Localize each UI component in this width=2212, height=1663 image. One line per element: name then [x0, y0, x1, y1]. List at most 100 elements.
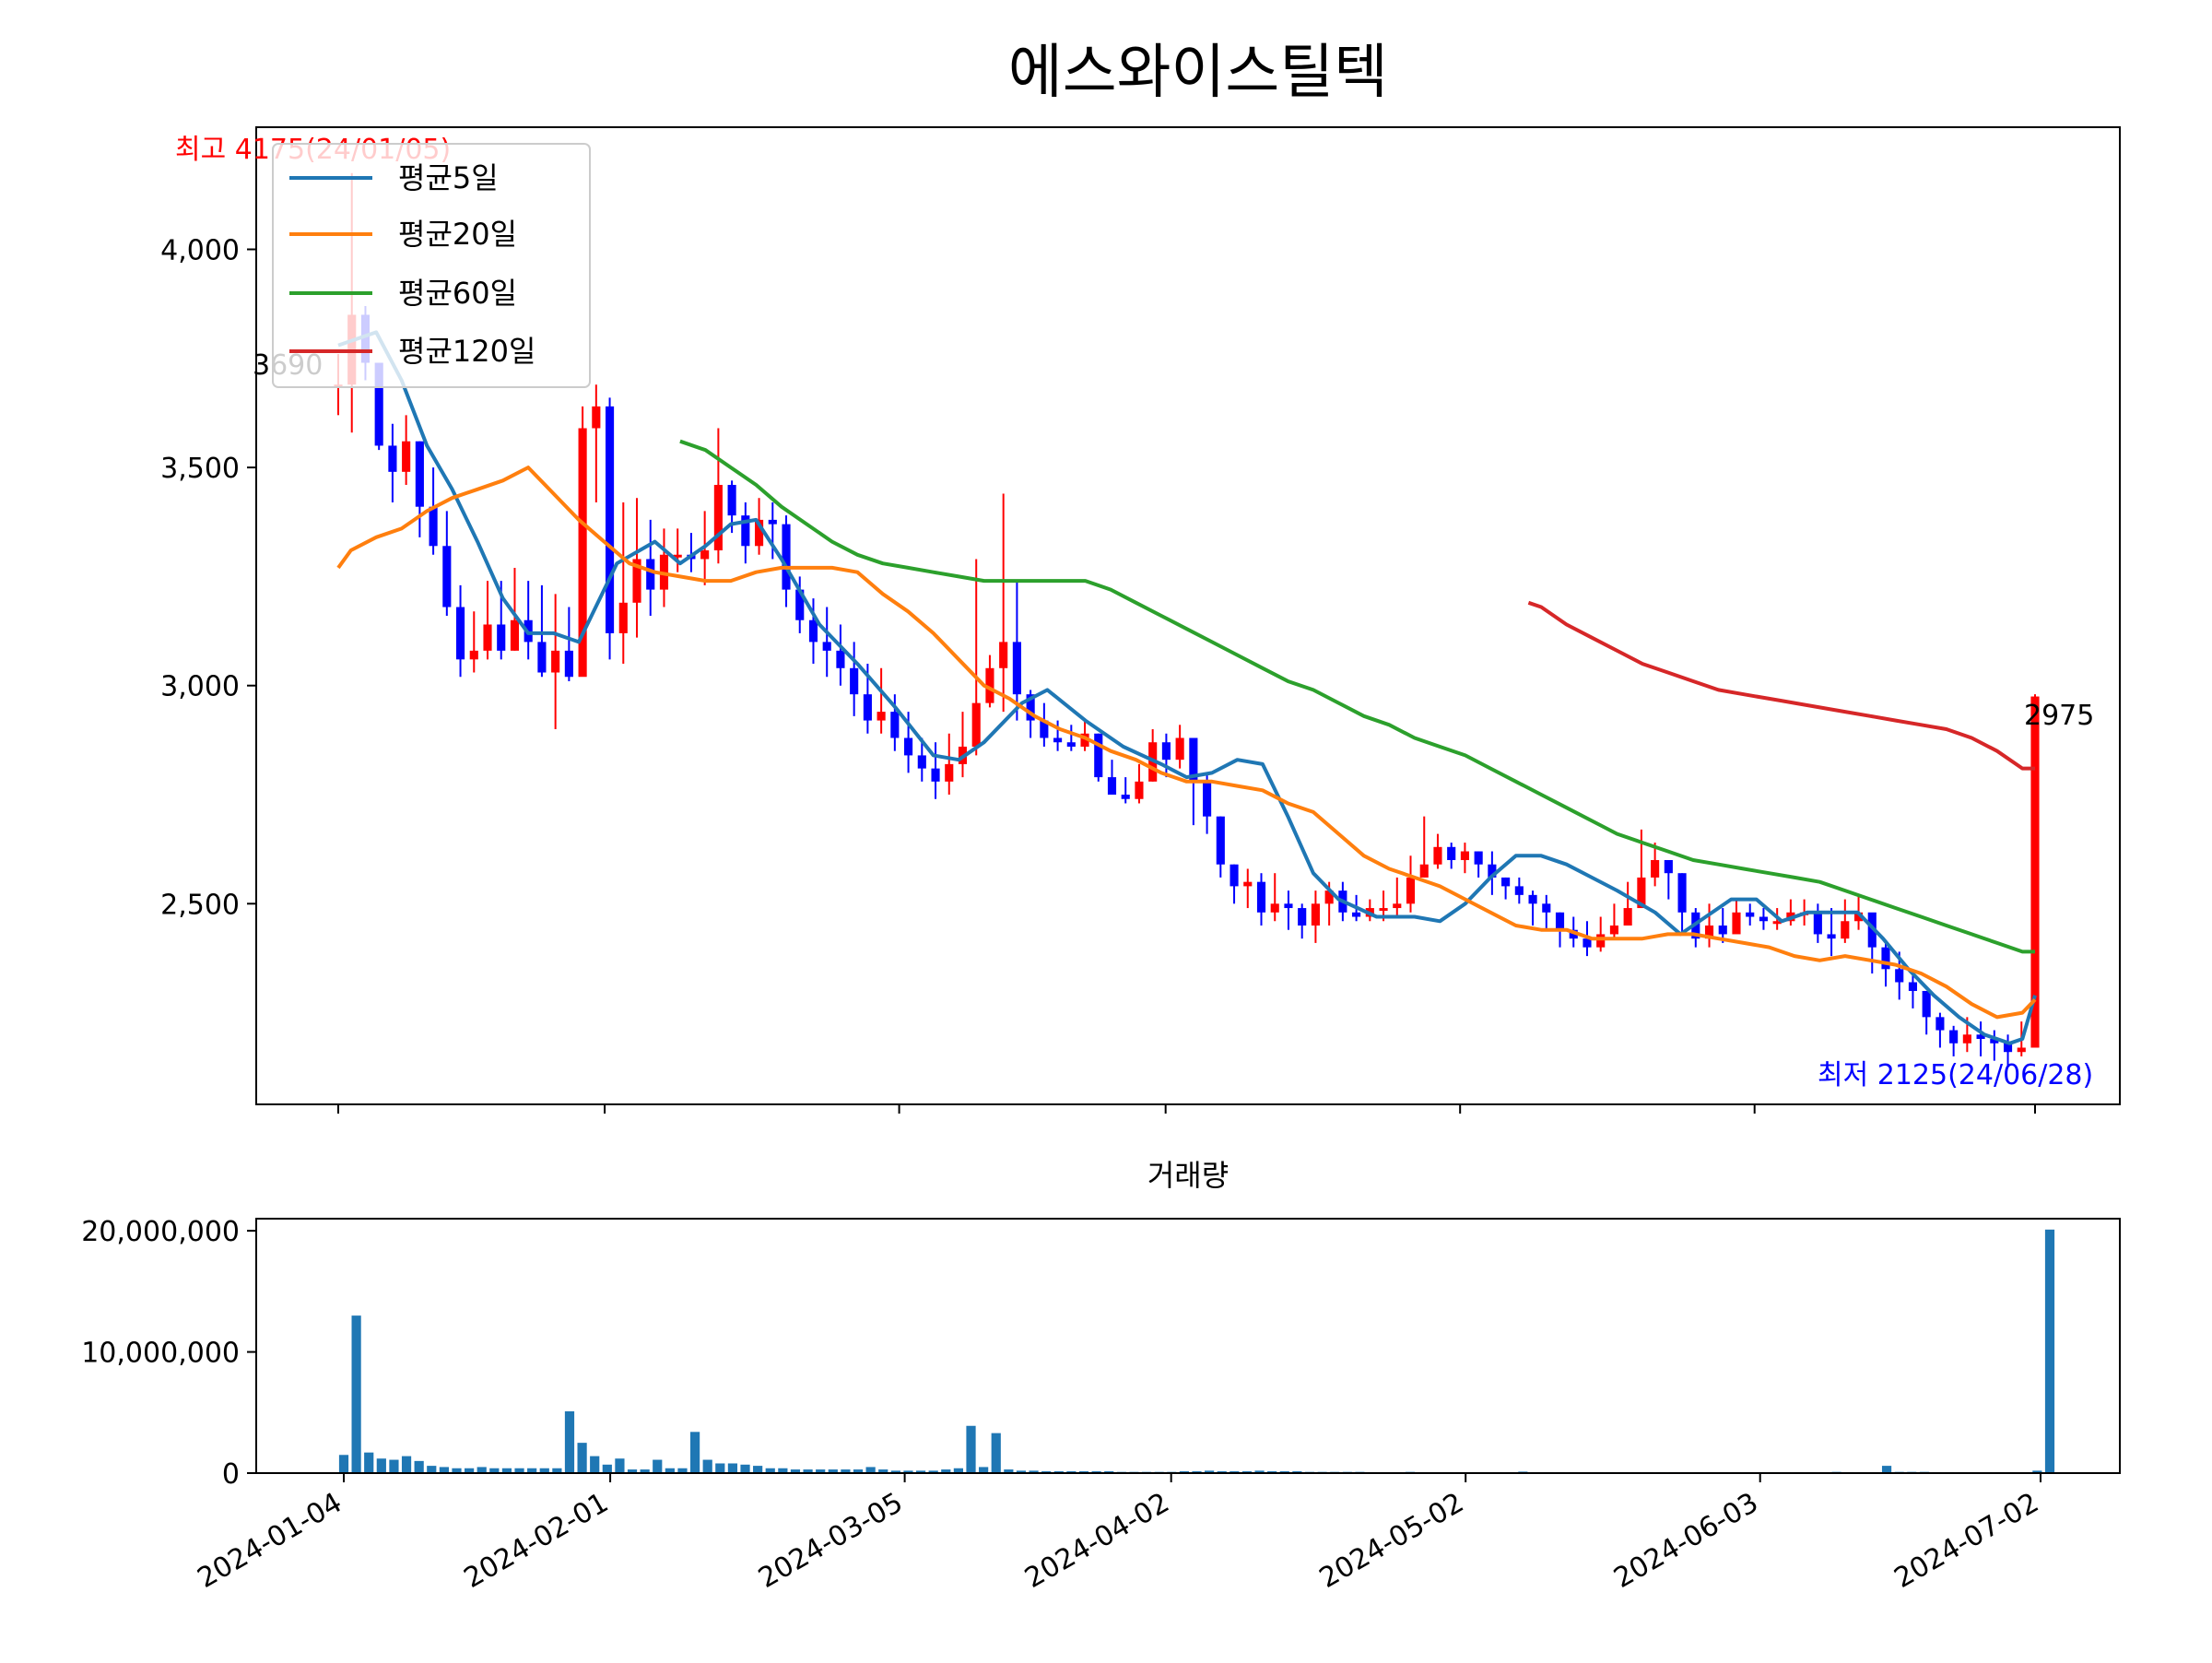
- volume-bar: [552, 1468, 562, 1473]
- moving-average-lines: [336, 330, 2037, 1045]
- price-x-axis: [337, 1104, 2036, 1114]
- candle-body: [1528, 894, 1537, 904]
- candle-body: [917, 755, 926, 769]
- candle-body: [1488, 864, 1497, 878]
- price-y-axis: 2,500 3,000 3,500 4,000: [160, 235, 256, 921]
- candle-body: [1949, 1030, 1959, 1044]
- volume-title: 거래량: [1147, 1158, 1229, 1193]
- volume-bar: [953, 1468, 964, 1473]
- candle-body: [564, 650, 573, 678]
- candle-body: [1732, 912, 1741, 935]
- candle-body: [1107, 777, 1117, 796]
- candle-body: [2030, 696, 2040, 1048]
- volume-plot-frame: [255, 1218, 2121, 1474]
- candle-body: [782, 524, 791, 590]
- candle-body: [592, 406, 601, 429]
- candle-body: [1609, 925, 1618, 935]
- legend-item-ma5: 평균5일: [289, 160, 499, 195]
- candle-body: [483, 624, 492, 651]
- candle-body: [1406, 877, 1416, 904]
- volume-bar: [689, 1432, 700, 1473]
- candle-body: [510, 619, 520, 651]
- candle-body: [1026, 694, 1035, 721]
- candle-body: [2017, 1047, 2026, 1053]
- candle-body: [1596, 934, 1606, 948]
- candle-body: [1555, 912, 1565, 930]
- candle-body: [605, 406, 615, 633]
- volume-y-tick-label: 20,000,000: [81, 1216, 240, 1248]
- candle-body: [1976, 1034, 1985, 1040]
- candle-body: [1433, 846, 1442, 865]
- candle-body: [469, 650, 478, 660]
- volume-bar: [979, 1467, 989, 1473]
- volume-bar: [841, 1469, 851, 1473]
- candle-body: [1908, 982, 1918, 991]
- candle-body: [1569, 929, 1578, 939]
- legend-frame: [272, 143, 591, 388]
- candle-body: [741, 515, 750, 547]
- candle-body: [999, 642, 1008, 668]
- candle-body: [1881, 947, 1890, 970]
- candle-body: [1311, 903, 1320, 926]
- candle-body: [1447, 846, 1456, 860]
- candle-body: [1990, 1039, 1999, 1044]
- candle-body: [1135, 781, 1144, 799]
- candle-body: [429, 506, 438, 547]
- candle-body: [1841, 921, 1850, 939]
- candle-body: [768, 519, 777, 525]
- candle-body: [1189, 737, 1198, 782]
- candle-body: [945, 763, 954, 782]
- volume-bar: [464, 1468, 475, 1473]
- candle-body: [850, 667, 859, 695]
- candle-body: [931, 768, 940, 782]
- candle-body: [551, 650, 560, 673]
- candle-body: [1161, 742, 1171, 761]
- candle-body: [1216, 816, 1225, 865]
- annotation-last-close: 2975: [2024, 700, 2094, 732]
- volume-bar: [452, 1468, 462, 1473]
- candle-body: [1583, 938, 1592, 948]
- candle-body: [1542, 903, 1551, 913]
- candle-body: [971, 702, 981, 747]
- candle-body: [388, 445, 397, 472]
- volume-bar: [878, 1469, 888, 1473]
- candle-body: [877, 712, 886, 721]
- legend-item-ma20: 평균20일: [289, 217, 517, 252]
- candle-body: [1501, 877, 1511, 887]
- volume-bar: [427, 1466, 437, 1473]
- price-y-tick-label: 3,000: [160, 671, 240, 703]
- volume-bar: [640, 1469, 650, 1473]
- candle-body: [1243, 881, 1253, 887]
- candle-body: [646, 559, 655, 590]
- volume-bar: [903, 1470, 913, 1473]
- candle-body: [1379, 908, 1388, 912]
- volume-bar: [364, 1452, 374, 1473]
- candle-body: [442, 546, 452, 607]
- candle-body: [1651, 860, 1660, 878]
- candle-body: [1298, 908, 1307, 926]
- legend-item-ma120: 평균120일: [289, 334, 535, 369]
- candle-body: [1284, 903, 1293, 909]
- candle-body: [808, 619, 818, 643]
- volume-bar: [489, 1468, 500, 1473]
- volume-bar: [577, 1443, 587, 1473]
- candle-body: [1270, 903, 1279, 913]
- volume-bar: [753, 1466, 763, 1473]
- volume-bar: [564, 1410, 575, 1473]
- volume-bar: [828, 1469, 838, 1473]
- candle-body: [618, 602, 628, 633]
- volume-bar: [627, 1469, 638, 1473]
- legend-label-ma60: 평균60일: [398, 276, 517, 311]
- candle-body: [1759, 916, 1769, 922]
- volume-bar: [1254, 1470, 1265, 1473]
- candle-body: [1230, 864, 1239, 887]
- price-y-tick-label: 4,000: [160, 235, 240, 267]
- candle-body: [890, 712, 900, 738]
- price-plot-frame: [255, 126, 2121, 1105]
- candle-body: [755, 519, 764, 547]
- candle-body: [673, 554, 682, 558]
- candle-body: [904, 737, 913, 756]
